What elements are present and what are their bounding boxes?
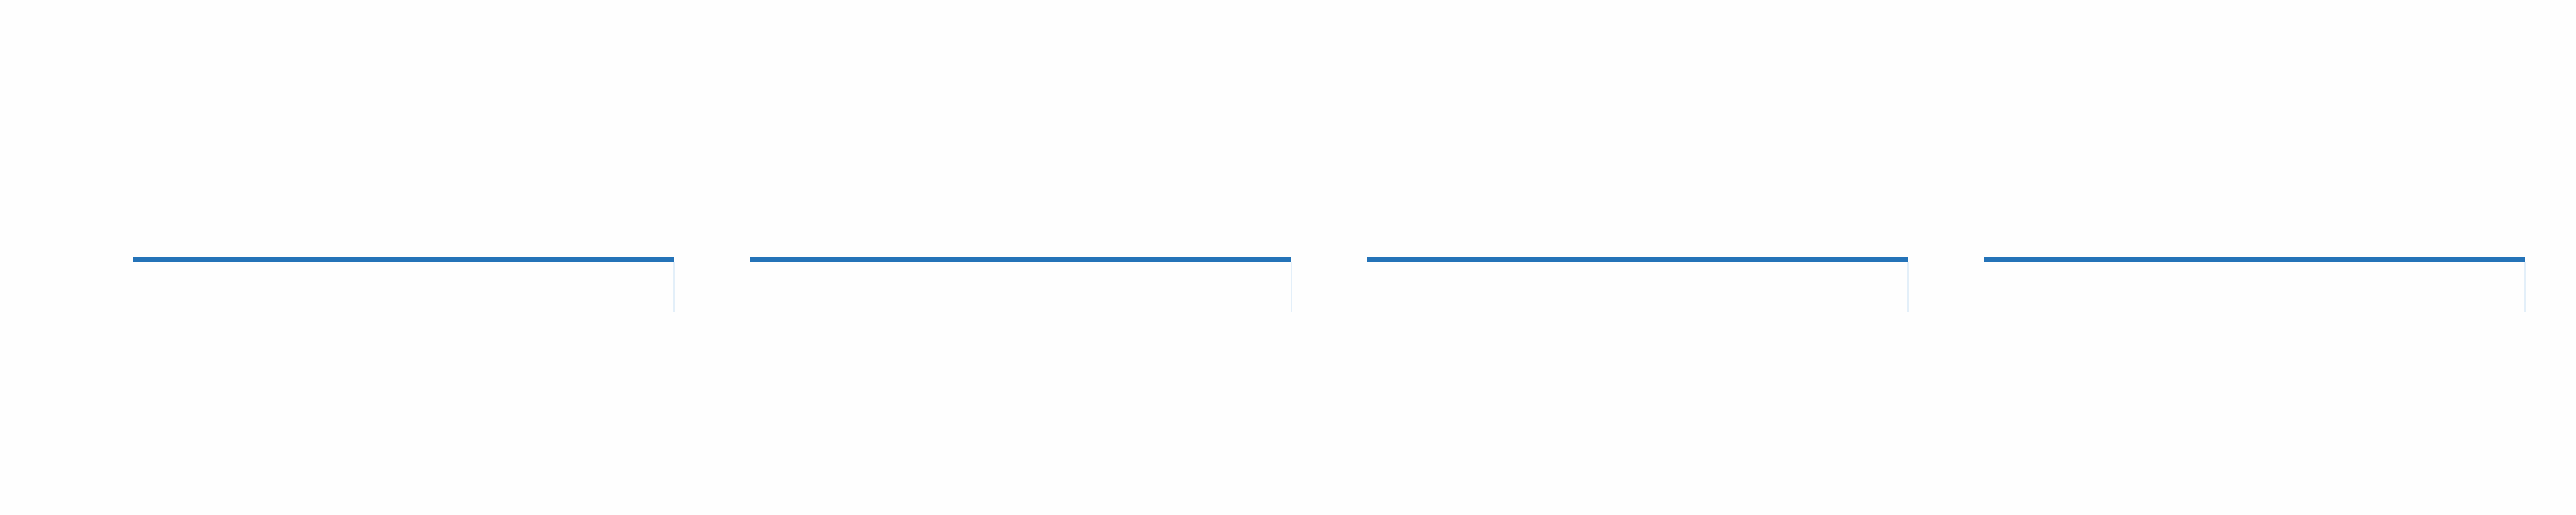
step-1: [133, 257, 675, 312]
step-3: [1367, 257, 1909, 312]
step-bar: [133, 257, 674, 262]
step-4: [1984, 257, 2526, 312]
step-bar: [1367, 257, 1908, 262]
step-bar: [1984, 257, 2525, 262]
step-bar: [750, 257, 1291, 262]
step-edge: [2524, 262, 2526, 312]
step-edge: [1907, 262, 1909, 312]
step-2: [750, 257, 1292, 312]
step-edge: [673, 262, 675, 312]
step-edge: [1291, 262, 1292, 312]
